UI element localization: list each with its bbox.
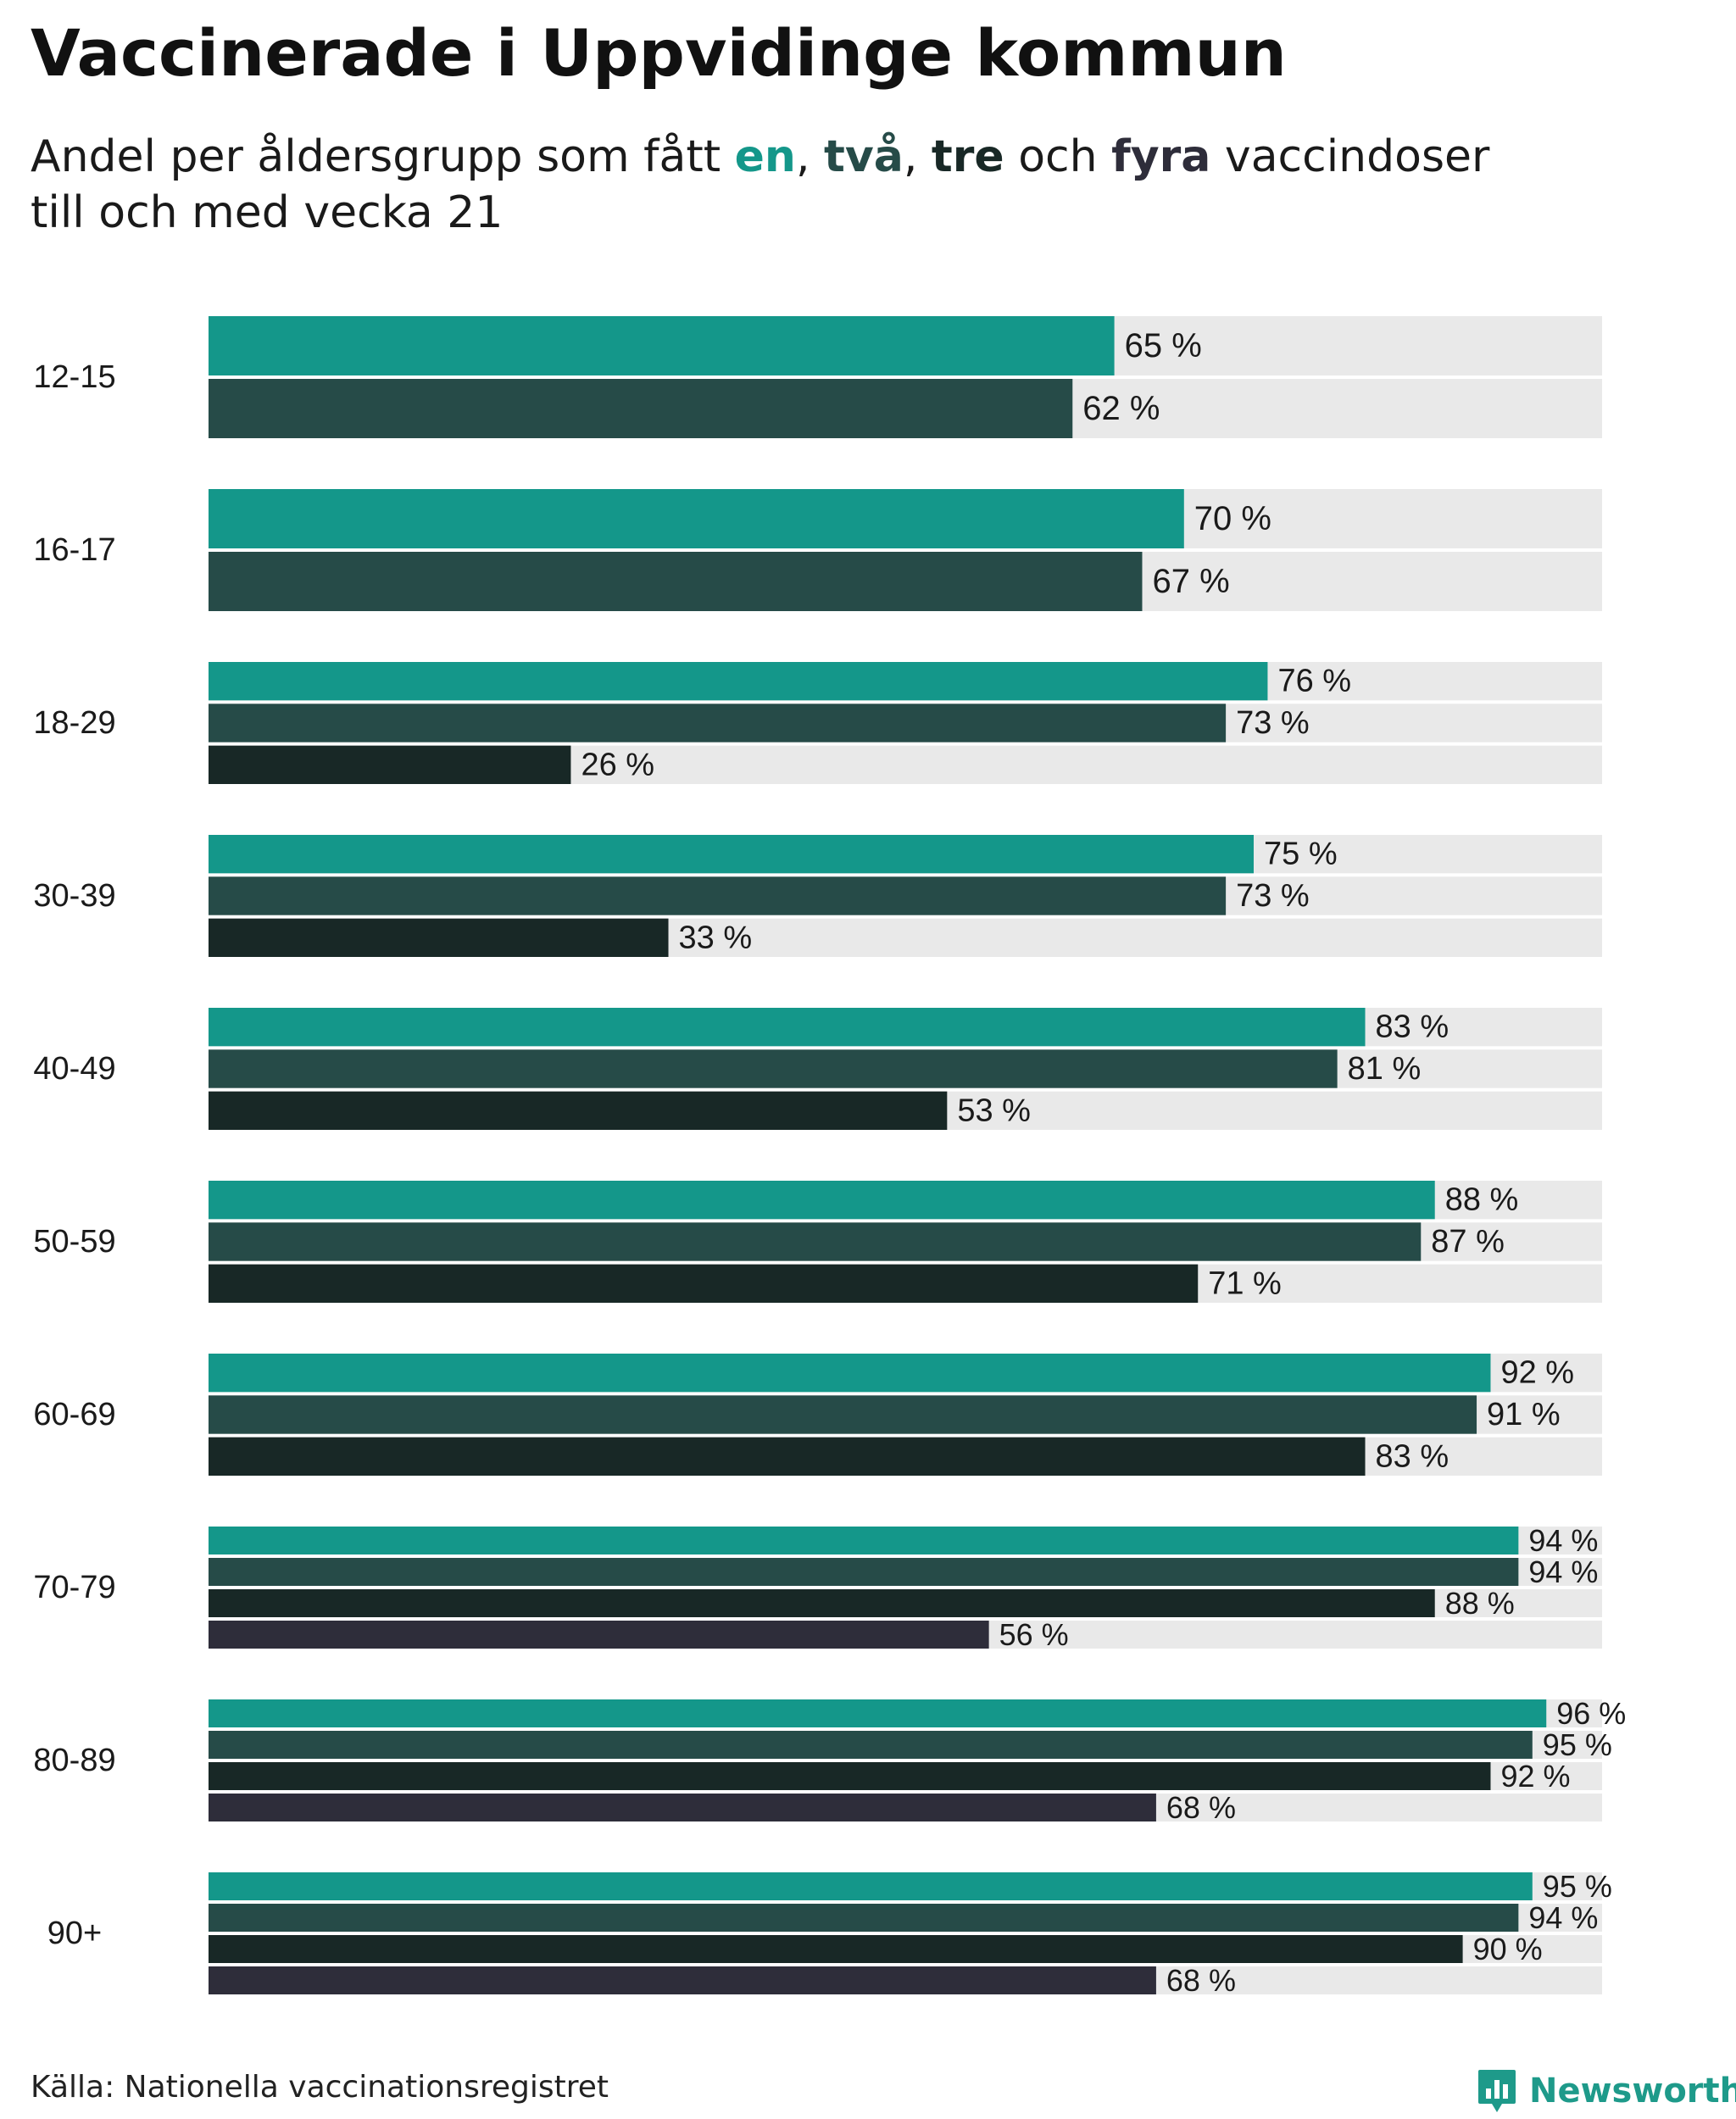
bar-en — [209, 489, 1184, 548]
subtitle-dose3-label: tre — [931, 131, 1004, 182]
data-label: 26 % — [581, 747, 654, 782]
bar-en — [209, 1527, 1519, 1554]
source-note: Källa: Nationella vaccinationsregistret — [31, 2070, 609, 2105]
bar-en — [209, 1872, 1533, 1900]
data-label: 83 % — [1376, 1438, 1449, 1474]
category-label: 90+ — [47, 1916, 102, 1951]
data-label: 90 % — [1473, 1932, 1543, 1966]
bar-en — [209, 662, 1268, 701]
data-label: 62 % — [1082, 390, 1160, 427]
category-label: 12-15 — [33, 359, 115, 395]
category-label: 40-49 — [33, 1051, 115, 1087]
bar-två — [209, 1395, 1477, 1434]
category-label: 80-89 — [33, 1743, 115, 1778]
data-label: 94 % — [1528, 1554, 1598, 1589]
bar-tre — [209, 1935, 1463, 1963]
subtitle-och: och — [1004, 131, 1112, 182]
bar-två — [209, 1049, 1338, 1088]
data-label: 71 % — [1208, 1265, 1282, 1301]
data-label: 73 % — [1236, 705, 1310, 741]
data-label: 94 % — [1528, 1900, 1598, 1935]
data-label: 95 % — [1543, 1869, 1612, 1904]
bar-fyra — [209, 1794, 1156, 1821]
chart-subtitle: Andel per åldersgrupp som fått en, två, … — [31, 129, 1641, 241]
data-label: 83 % — [1376, 1009, 1449, 1045]
bar-en — [209, 1008, 1366, 1047]
bar-en — [209, 1181, 1435, 1220]
data-label: 92 % — [1500, 1355, 1574, 1391]
data-label: 92 % — [1500, 1759, 1570, 1794]
bar-tre — [209, 745, 571, 784]
bar-tre — [209, 1589, 1435, 1617]
data-label: 91 % — [1487, 1397, 1561, 1432]
brand-logo: Newsworthy — [1477, 2068, 1736, 2114]
subtitle-sep-2: , — [903, 131, 932, 182]
data-label: 94 % — [1528, 1523, 1598, 1558]
data-label: 70 % — [1194, 500, 1271, 537]
category-label: 50-59 — [33, 1224, 115, 1260]
bar-två — [209, 1731, 1533, 1759]
bar-två — [209, 1558, 1519, 1586]
subtitle-dose1-label: en — [734, 131, 796, 182]
data-label: 88 % — [1445, 1586, 1515, 1621]
data-label: 95 % — [1543, 1727, 1612, 1762]
subtitle-sep-1: , — [795, 131, 825, 182]
data-label: 67 % — [1152, 563, 1229, 600]
bar-tre — [209, 1762, 1491, 1790]
bar-två — [209, 379, 1073, 438]
bar-en — [209, 316, 1115, 375]
data-label: 75 % — [1264, 837, 1338, 872]
subtitle-dose4-label: fyra — [1111, 131, 1211, 182]
data-label: 65 % — [1125, 327, 1202, 364]
data-label: 68 % — [1166, 1790, 1236, 1825]
bar-tre — [209, 1091, 948, 1130]
bar-en — [209, 1354, 1491, 1393]
data-label: 33 % — [679, 920, 753, 955]
subtitle-line-2: till och med vecka 21 — [31, 187, 504, 238]
data-label: 56 % — [999, 1617, 1069, 1652]
data-label: 87 % — [1431, 1224, 1505, 1260]
category-label: 18-29 — [33, 705, 115, 741]
bar-fyra — [209, 1621, 989, 1649]
data-label: 88 % — [1445, 1182, 1519, 1218]
bar-tre — [209, 1264, 1199, 1303]
category-label: 70-79 — [33, 1570, 115, 1605]
data-label: 68 % — [1166, 1963, 1236, 1998]
bar-tre — [209, 1437, 1366, 1476]
data-label: 53 % — [957, 1093, 1031, 1128]
data-label: 81 % — [1348, 1051, 1422, 1087]
data-label: 73 % — [1236, 878, 1310, 914]
bar-två — [209, 1222, 1422, 1261]
subtitle-text-pre: Andel per åldersgrupp som fått — [31, 131, 735, 182]
bar-två — [209, 704, 1227, 742]
category-label: 16-17 — [33, 532, 115, 568]
category-label: 60-69 — [33, 1397, 115, 1432]
newsworthy-logo-icon — [1478, 2070, 1516, 2112]
bar-två — [209, 1904, 1519, 1932]
bar-en — [209, 835, 1254, 874]
bar-en — [209, 1699, 1547, 1727]
brand-name: Newsworthy — [1529, 2072, 1736, 2111]
subtitle-dose2-label: två — [824, 131, 904, 182]
bar-fyra — [209, 1966, 1156, 1994]
data-label: 96 % — [1556, 1696, 1626, 1731]
bar-två — [209, 876, 1227, 915]
category-label: 30-39 — [33, 878, 115, 914]
bar-tre — [209, 918, 669, 957]
subtitle-text-post: vaccindoser — [1210, 131, 1490, 182]
chart-title: Vaccinerade i Uppvidinge kommun — [31, 15, 1287, 91]
data-label: 76 % — [1277, 664, 1351, 699]
bar-två — [209, 552, 1143, 611]
